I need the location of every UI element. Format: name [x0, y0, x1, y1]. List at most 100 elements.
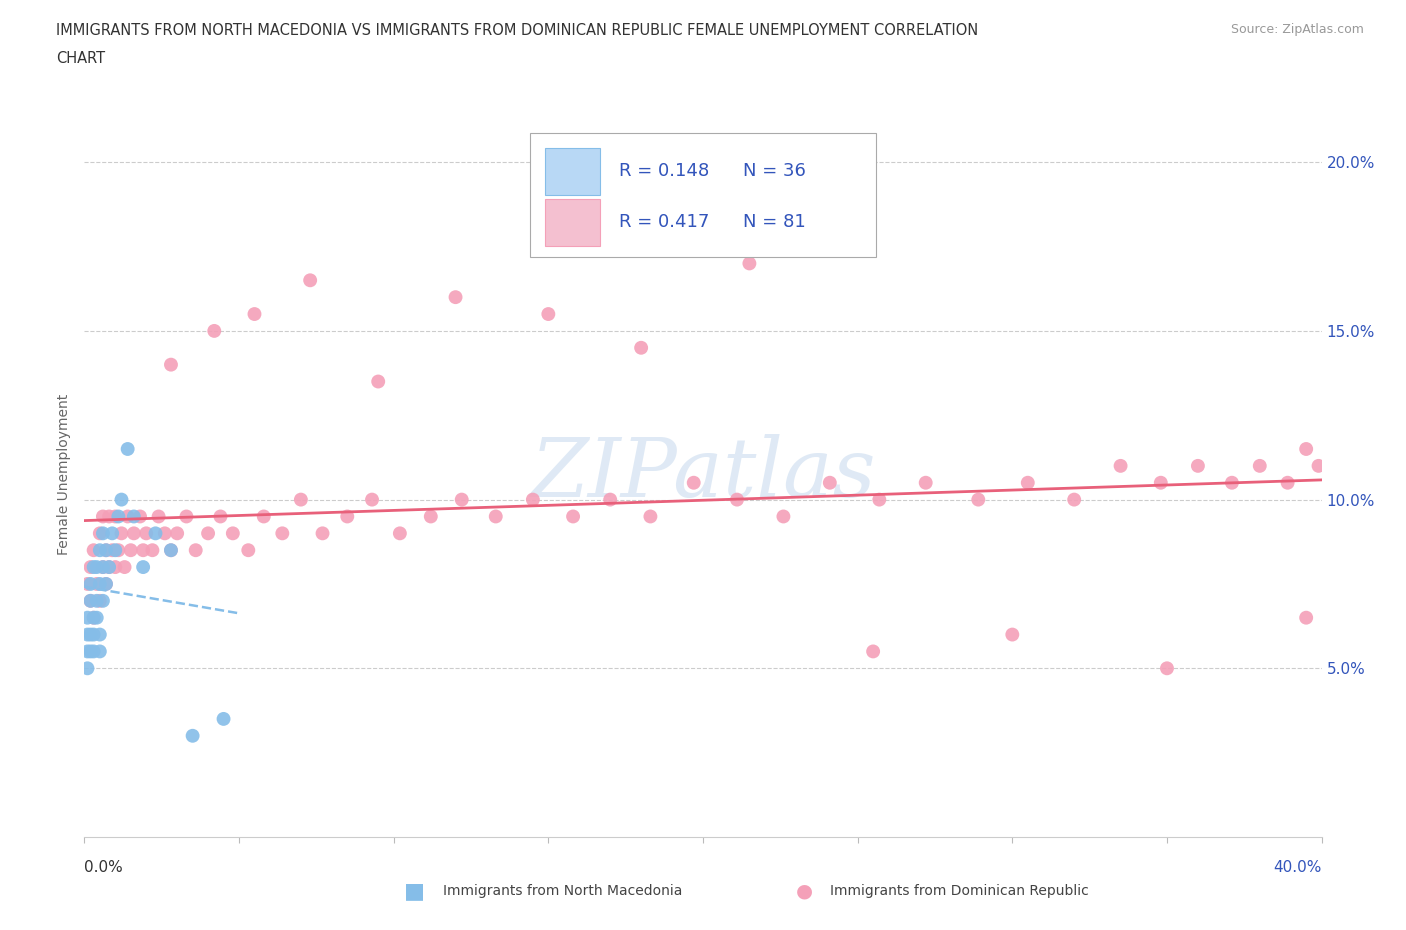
Point [101, 525, 124, 540]
Point [91, 525, 114, 540]
Point [91, 593, 114, 608]
Point [967, 492, 990, 507]
Point [76, 577, 98, 591]
Point [89, 525, 111, 540]
Point [141, 543, 163, 558]
Point [253, 509, 276, 524]
Point [117, 442, 139, 457]
Point [94, 577, 117, 591]
Point [94, 543, 117, 558]
Point [290, 492, 312, 507]
Point [91, 560, 114, 575]
Point [122, 525, 145, 540]
Point [160, 543, 183, 558]
Point [562, 509, 585, 524]
Point [336, 509, 359, 524]
Point [94, 543, 117, 558]
Text: IMMIGRANTS FROM NORTH MACEDONIA VS IMMIGRANTS FROM DOMINICAN REPUBLIC FEMALE UNE: IMMIGRANTS FROM NORTH MACEDONIA VS IMMIG… [56, 23, 979, 38]
Point [145, 525, 167, 540]
Point [104, 509, 127, 524]
Point [630, 340, 652, 355]
Point [122, 509, 145, 524]
FancyBboxPatch shape [544, 148, 600, 195]
Point [86, 593, 108, 608]
Point [79, 577, 101, 591]
Text: Immigrants from North Macedonia: Immigrants from North Macedonia [443, 884, 682, 898]
Point [222, 525, 245, 540]
Point [89, 543, 111, 558]
Point [98, 509, 121, 524]
Point [197, 525, 219, 540]
Point [209, 509, 232, 524]
Point [682, 475, 704, 490]
Point [238, 543, 260, 558]
Point [104, 543, 127, 558]
Point [1220, 475, 1243, 490]
Point [184, 543, 207, 558]
Point [148, 509, 170, 524]
Text: Source: ZipAtlas.com: Source: ZipAtlas.com [1230, 23, 1364, 36]
Point [83, 543, 105, 558]
Point [160, 357, 183, 372]
Point [79, 627, 101, 642]
Point [181, 728, 204, 743]
Point [89, 577, 111, 591]
Point [129, 509, 152, 524]
Text: Immigrants from Dominican Republic: Immigrants from Dominican Republic [830, 884, 1088, 898]
Point [104, 560, 127, 575]
Text: CHART: CHART [56, 51, 105, 66]
Point [1295, 610, 1317, 625]
Point [107, 509, 129, 524]
Point [444, 290, 467, 305]
Point [153, 525, 176, 540]
Point [243, 307, 266, 322]
Point [94, 577, 117, 591]
Point [640, 509, 662, 524]
Point [1308, 458, 1330, 473]
Point [89, 593, 111, 608]
Point [89, 627, 111, 642]
Point [311, 525, 333, 540]
Point [1249, 458, 1271, 473]
Point [79, 560, 101, 575]
Point [485, 509, 508, 524]
Text: N = 36: N = 36 [742, 163, 806, 180]
Point [868, 492, 890, 507]
Point [1295, 442, 1317, 457]
Point [1156, 661, 1178, 676]
Point [1063, 492, 1085, 507]
Text: 40.0%: 40.0% [1274, 860, 1322, 875]
Point [160, 543, 183, 558]
Point [271, 525, 294, 540]
Y-axis label: Female Unemployment: Female Unemployment [58, 393, 72, 555]
Point [86, 560, 108, 575]
Point [132, 560, 155, 575]
Point [725, 492, 748, 507]
Text: 0.0%: 0.0% [84, 860, 124, 875]
Point [135, 525, 157, 540]
Point [98, 560, 121, 575]
Point [212, 711, 235, 726]
Point [107, 543, 129, 558]
Point [1187, 458, 1209, 473]
Point [76, 610, 98, 625]
FancyBboxPatch shape [530, 133, 876, 257]
Point [1017, 475, 1039, 490]
FancyBboxPatch shape [544, 199, 600, 246]
Point [522, 492, 544, 507]
Text: R = 0.417: R = 0.417 [619, 213, 709, 232]
Point [76, 627, 98, 642]
Point [361, 492, 384, 507]
Point [914, 475, 936, 490]
Point [818, 475, 841, 490]
Point [388, 525, 411, 540]
Text: ZIPatlas: ZIPatlas [530, 434, 876, 514]
Point [79, 593, 101, 608]
Point [862, 644, 884, 658]
Point [117, 509, 139, 524]
Point [83, 610, 105, 625]
Point [110, 492, 132, 507]
Point [202, 324, 225, 339]
Point [83, 644, 105, 658]
Point [76, 661, 98, 676]
